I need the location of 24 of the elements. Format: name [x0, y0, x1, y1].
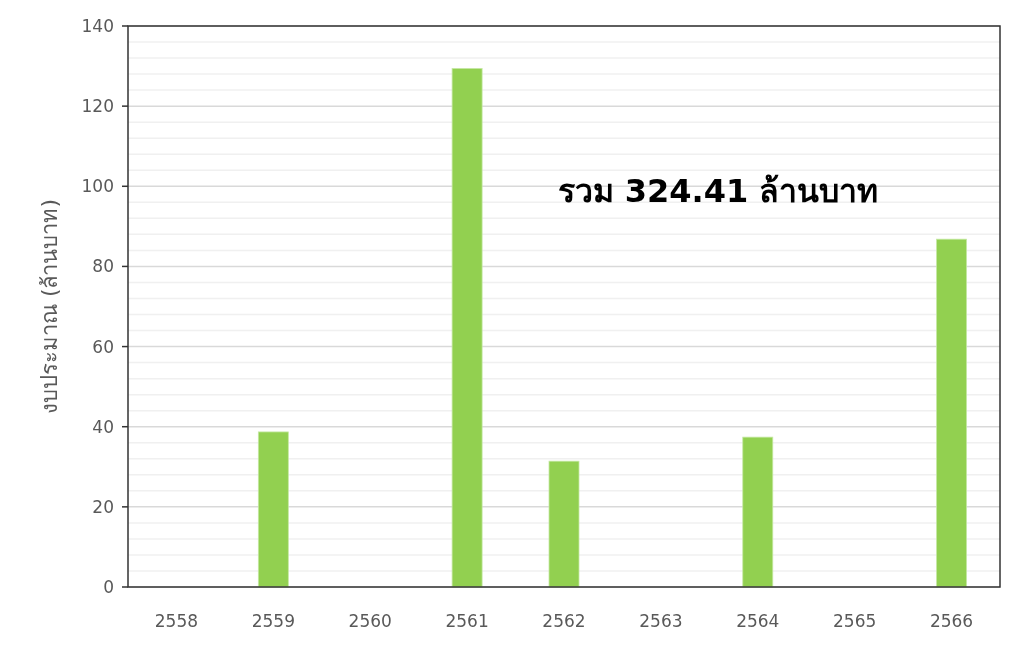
y-tick-label: 40 [92, 416, 114, 437]
x-tick-label: 2564 [736, 611, 780, 631]
y-tick-label: 60 [92, 336, 114, 357]
bar [936, 238, 967, 588]
y-tick-label: 0 [103, 577, 114, 597]
bar [548, 460, 580, 588]
x-tick-label: 2558 [154, 611, 199, 631]
x-tick-label: 2563 [639, 611, 683, 631]
y-tick-label: 20 [92, 496, 114, 517]
y-tick-label: 80 [92, 256, 114, 277]
x-tick-label: 2561 [445, 611, 489, 631]
x-tick-label: 2566 [929, 611, 974, 631]
x-tick-label: 2565 [833, 611, 877, 631]
y-tick-label: 120 [81, 96, 114, 117]
x-tick-label: 2559 [251, 611, 295, 631]
x-tick-label: 2560 [348, 611, 392, 631]
bar [742, 436, 774, 588]
y-tick-label: 140 [81, 16, 114, 36]
annotation: รวม 324.41 ล้านบาท [557, 172, 879, 210]
y-tick-label: 100 [81, 176, 114, 197]
y-axis-title: งบประมาณ (ล้านบาท) [37, 198, 62, 415]
x-tick-label: 2562 [542, 611, 586, 631]
bar [257, 431, 289, 588]
bar [451, 68, 483, 588]
